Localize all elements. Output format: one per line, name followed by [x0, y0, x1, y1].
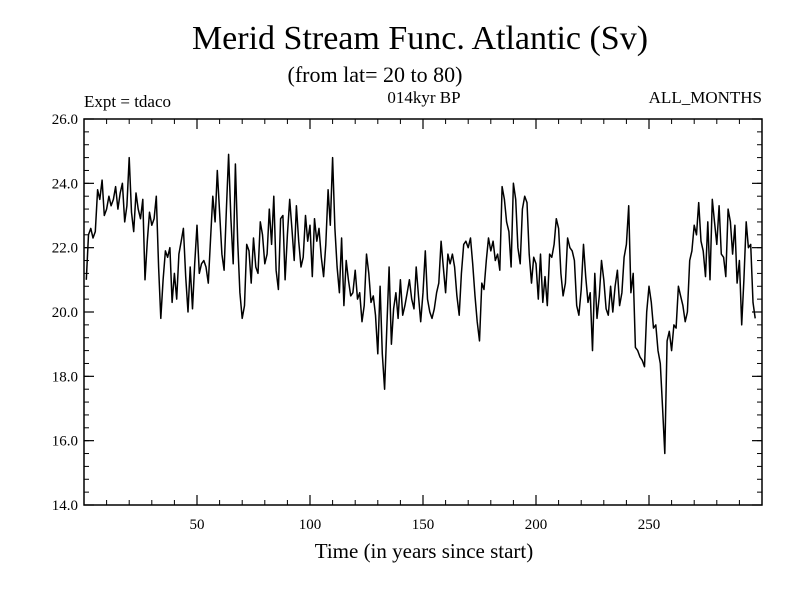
- period-annotation: 014kyr BP: [387, 88, 460, 107]
- axes: 14.0 16.0 18.0 20.0 22.0 24.0 26.0 50 100 150 200 2…: [52, 112, 762, 533]
- x-tick-label: 50: [190, 517, 205, 533]
- chart-subtitle: (from lat= 20 to 80): [288, 62, 463, 87]
- months-annotation: ALL_MONTHS: [649, 88, 762, 107]
- series-layer: [85, 153, 756, 455]
- x-tick-label: 100: [299, 517, 322, 533]
- x-tick-label: 150: [412, 517, 435, 533]
- experiment-annotation: Expt = tdaco: [84, 92, 171, 111]
- y-tick-label: 22.0: [52, 241, 78, 257]
- y-tick-label: 16.0: [52, 434, 78, 450]
- x-tick-label: 250: [638, 517, 661, 533]
- series-line: [85, 153, 756, 455]
- y-tick-label: 20.0: [52, 305, 78, 321]
- chart-title: Merid Stream Func. Atlantic (Sv): [192, 20, 648, 57]
- plot-frame: [83, 118, 763, 506]
- y-tick-label: 26.0: [52, 112, 78, 128]
- x-tick-label: 200: [525, 517, 548, 533]
- y-tick-label: 18.0: [52, 369, 78, 385]
- y-tick-label: 24.0: [52, 176, 78, 192]
- y-tick-label: 14.0: [52, 498, 78, 514]
- x-axis-label: Time (in years since start): [315, 539, 534, 563]
